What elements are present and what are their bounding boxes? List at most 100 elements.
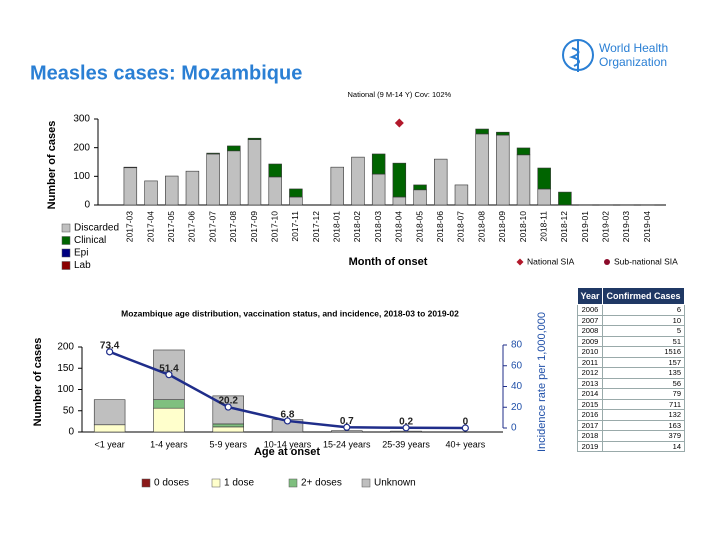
table-cell: 2009 [577, 335, 603, 347]
y-tick-label: 0 [84, 200, 90, 211]
y2-tick-label: 20 [511, 402, 523, 413]
x-tick-label: 2018-01 [332, 211, 342, 242]
bar-segment [331, 430, 363, 433]
bar-segment [558, 191, 572, 206]
legend-swatch [61, 223, 71, 233]
value-label: 51.4 [159, 363, 179, 374]
table-cell: 79 [601, 388, 686, 400]
sia-legend-label: National SIA [527, 256, 575, 266]
table-cell: 2011 [577, 356, 603, 368]
value-label: 0 [463, 417, 469, 428]
legend-label: 1 dose [224, 478, 254, 489]
legend-swatch [141, 478, 151, 488]
logo-text: Organization [599, 55, 667, 69]
table-cell: 2017 [577, 419, 603, 431]
y-axis-title: Number of cases [32, 338, 44, 427]
table-row: 2011 157 [577, 356, 686, 368]
bar-segment [206, 153, 220, 206]
x-axis-title: Month of onset [349, 256, 428, 268]
legend-label: Lab [74, 260, 91, 271]
x-tick-label: 2017-04 [145, 211, 155, 242]
bar-segment [496, 134, 510, 206]
x-tick-label: 2018-07 [456, 211, 466, 242]
x-tick-label: 2017-03 [125, 211, 135, 242]
value-label: 20.2 [218, 396, 238, 407]
y-tick-label: 300 [73, 114, 90, 125]
x-tick-label: 2019-01 [580, 211, 590, 242]
bar-segment [247, 137, 262, 140]
bar-segment [496, 131, 510, 136]
sia-marker [394, 118, 404, 128]
y-tick-label: 150 [57, 363, 74, 374]
table-cell: 2015 [577, 398, 603, 410]
cases-table: Year Confirmed Cases 2006 6 2007 10 2008 5 2009 5… [577, 287, 686, 452]
table-cell: 2007 [577, 314, 603, 326]
bar-segment [212, 426, 244, 433]
x-tick-label: 1-4 years [150, 439, 188, 449]
x-tick-label: 2018-03 [373, 211, 383, 242]
table-row: 2012 135 [577, 367, 686, 379]
table-cell: 2010 [577, 346, 603, 358]
bar-segment [93, 399, 126, 426]
table-header-cell: Year [577, 287, 603, 305]
y2-tick-label: 80 [511, 340, 523, 351]
bar-segment [537, 167, 551, 190]
bar-segment [413, 184, 427, 191]
table-cell: 2013 [577, 377, 603, 389]
sia-annotation: National (9 M-14 Y) Cov: 102% [348, 90, 452, 99]
logo-snake [568, 47, 580, 67]
legend-label: 0 doses [154, 478, 189, 489]
table-row: 2013 56 [577, 377, 686, 389]
table-cell: 379 [601, 430, 686, 442]
bar-segment [268, 163, 282, 178]
x-tick-label: 2019-04 [642, 211, 652, 242]
slide-title: Measles cases: Mozambique [30, 62, 302, 84]
bar-segment [351, 156, 365, 206]
x-tick-label: 2018-05 [414, 211, 424, 242]
table-cell: 2008 [577, 325, 603, 337]
bar-segment [413, 189, 427, 206]
bar-segment [289, 196, 303, 206]
sia-legend-label: Sub-national SIA [614, 256, 678, 266]
x-tick-label: <1 year [95, 439, 125, 449]
y2-tick-label: 40 [511, 381, 523, 392]
table-cell: 711 [601, 398, 686, 410]
table-row: 2007 10 [577, 314, 686, 326]
bar-segment [371, 153, 386, 175]
line-point [106, 348, 114, 356]
logo-text: World Health [599, 41, 668, 55]
legend-swatch [61, 248, 71, 258]
x-tick-label: 2018-11 [538, 211, 548, 242]
table-cell: 14 [601, 440, 686, 452]
x-tick-label: 2019-02 [601, 211, 611, 242]
legend-swatch [211, 478, 221, 488]
legend-label: Epi [74, 248, 88, 259]
table-row: 2009 51 [577, 335, 686, 347]
x-tick-label: 2017-09 [249, 211, 259, 242]
bar-segment [206, 152, 220, 155]
bar-segment [475, 133, 489, 206]
legend-label: 2+ doses [301, 478, 342, 489]
y-tick-label: 100 [73, 171, 90, 182]
table-row: 2006 6 [577, 304, 686, 316]
y2-tick-label: 60 [511, 360, 523, 371]
x-tick-label: 40+ years [445, 439, 485, 449]
bar-segment [392, 162, 407, 198]
legend-swatch [61, 236, 71, 245]
x-axis-title: Age at onset [254, 446, 320, 458]
x-tick-label: 2018-09 [497, 211, 507, 242]
table-cell: 10 [601, 314, 686, 326]
legend-label: Unknown [374, 478, 416, 489]
bar-segment [165, 175, 179, 206]
x-tick-label: 2017-07 [207, 211, 217, 242]
bar-segment [93, 424, 126, 433]
x-tick-label: 2017-10 [269, 211, 279, 242]
table-cell: 2016 [577, 409, 603, 421]
y-tick-label: 50 [63, 405, 75, 416]
table-row: 2017 163 [577, 419, 686, 431]
bar-segment [153, 399, 185, 409]
x-tick-label: 5-9 years [209, 439, 247, 449]
line-point [224, 403, 232, 411]
